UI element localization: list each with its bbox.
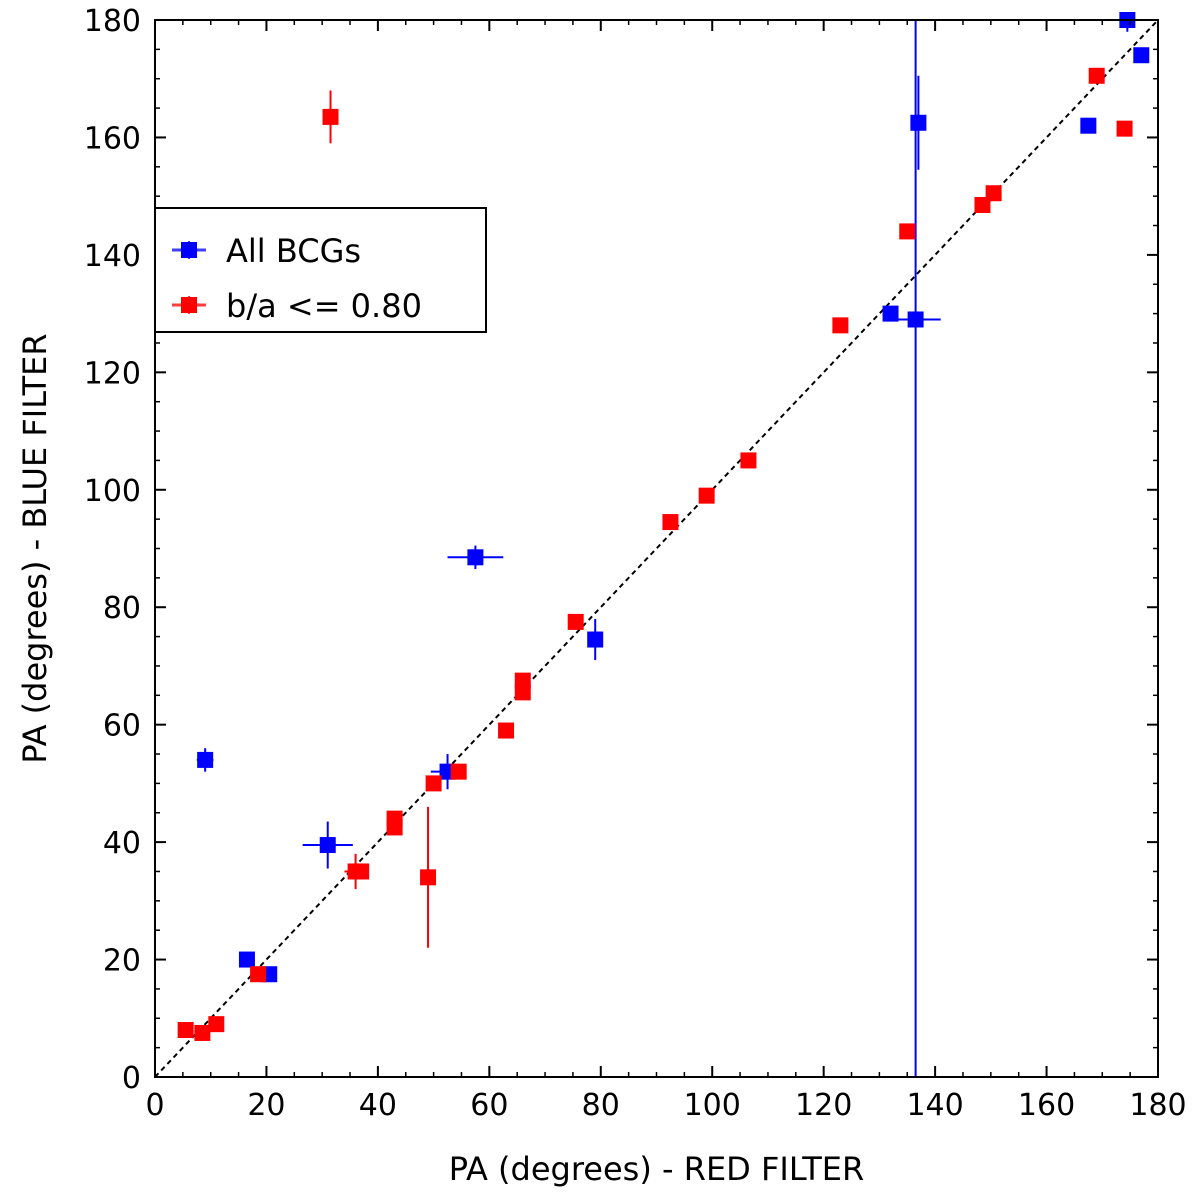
legend-label-all-bcgs: All BCGs	[226, 232, 361, 270]
legend-marker	[181, 297, 197, 313]
red-data-point	[1116, 120, 1133, 137]
blue-data-point	[910, 75, 927, 170]
y-tick-label: 60	[103, 709, 141, 744]
red-data-point	[208, 1016, 225, 1033]
y-tick-label: 120	[84, 356, 141, 391]
x-tick-label: 180	[1129, 1088, 1186, 1123]
point-marker	[208, 1016, 225, 1033]
red-data-point	[567, 613, 584, 630]
point-marker	[467, 549, 484, 566]
point-marker	[386, 819, 403, 836]
x-tick-label: 0	[145, 1088, 164, 1123]
point-marker	[985, 185, 1002, 202]
x-tick-label: 60	[470, 1088, 508, 1123]
point-marker	[698, 487, 715, 504]
x-tick-label: 80	[582, 1088, 620, 1123]
legend: All BCGs b/a <= 0.80	[154, 207, 487, 333]
legend-label-ba-080: b/a <= 0.80	[226, 287, 422, 325]
legend-marker	[181, 242, 197, 258]
point-marker	[197, 751, 214, 768]
point-marker	[907, 311, 924, 328]
y-tick-label: 160	[84, 121, 141, 156]
y-tick-label: 140	[84, 239, 141, 274]
point-marker	[587, 631, 604, 648]
red-data-point	[353, 863, 370, 880]
x-tick-label: 160	[1018, 1088, 1075, 1123]
point-marker	[420, 869, 437, 886]
red-data-point	[498, 722, 515, 739]
red-data-point	[662, 514, 679, 531]
red-data-point	[177, 1022, 194, 1039]
red-data-point	[322, 90, 339, 144]
red-data-point	[386, 819, 403, 836]
ticks-layer: 00 20 20 40 40 60 60 80 80 100 100 120 120 140 140 160 1…	[84, 4, 1187, 1123]
legend-symbol-ba-080	[172, 296, 206, 314]
red-data-point	[194, 1024, 211, 1041]
point-marker	[514, 684, 531, 701]
y-tick-label: 80	[103, 591, 141, 626]
blue-data-point	[447, 545, 504, 570]
one-to-one-line	[154, 19, 1159, 1078]
red-data-point	[832, 317, 849, 334]
data-points-layer	[177, 12, 1150, 1077]
y-tick-label: 0	[122, 1061, 141, 1096]
point-marker	[1116, 120, 1133, 137]
x-tick-label: 20	[247, 1088, 285, 1123]
red-data-point	[698, 487, 715, 504]
y-tick-label: 100	[84, 474, 141, 509]
blue-data-point	[890, 20, 941, 1077]
red-data-point	[425, 775, 442, 792]
x-tick-label: 40	[359, 1088, 397, 1123]
point-marker	[498, 722, 515, 739]
point-marker	[740, 452, 757, 469]
point-marker	[1088, 67, 1105, 84]
point-marker	[194, 1024, 211, 1041]
point-marker	[425, 775, 442, 792]
red-data-point	[450, 763, 467, 780]
blue-data-point	[1133, 47, 1150, 64]
legend-box	[154, 207, 487, 333]
red-data-point	[740, 452, 757, 469]
red-data-point	[899, 223, 916, 240]
point-marker	[250, 966, 267, 983]
point-marker	[910, 114, 927, 131]
x-tick-label: 100	[684, 1088, 741, 1123]
blue-data-point	[1080, 117, 1097, 134]
point-marker	[662, 514, 679, 531]
red-data-point	[985, 185, 1002, 202]
red-data-point	[1088, 67, 1105, 84]
blue-data-point	[238, 951, 255, 968]
point-marker	[353, 863, 370, 880]
point-marker	[899, 223, 916, 240]
point-marker	[832, 317, 849, 334]
red-data-point	[250, 966, 267, 983]
x-tick-label: 140	[906, 1088, 963, 1123]
point-marker	[322, 108, 339, 125]
blue-data-point	[1119, 12, 1136, 32]
y-tick-label: 20	[103, 944, 141, 979]
point-marker	[319, 837, 336, 854]
legend-symbol-all-bcgs	[172, 241, 206, 259]
point-marker	[238, 951, 255, 968]
red-data-point	[514, 684, 531, 701]
x-axis-title: PA (degrees) - RED FILTER	[449, 1150, 865, 1188]
point-marker	[1080, 117, 1097, 134]
y-axis-title: PA (degrees) - BLUE FILTER	[16, 333, 54, 763]
blue-data-point	[587, 618, 604, 661]
y-tick-label: 180	[84, 4, 141, 39]
point-marker	[177, 1022, 194, 1039]
red-data-point	[420, 806, 437, 948]
blue-data-point	[302, 821, 353, 869]
y-tick-label: 40	[103, 826, 141, 861]
blue-data-point	[196, 748, 214, 772]
point-marker	[567, 613, 584, 630]
reference-line-layer	[154, 19, 1159, 1078]
point-marker	[1133, 47, 1150, 64]
blue-data-point	[882, 305, 899, 322]
point-marker	[882, 305, 899, 322]
point-marker	[450, 763, 467, 780]
x-tick-label: 120	[795, 1088, 852, 1123]
